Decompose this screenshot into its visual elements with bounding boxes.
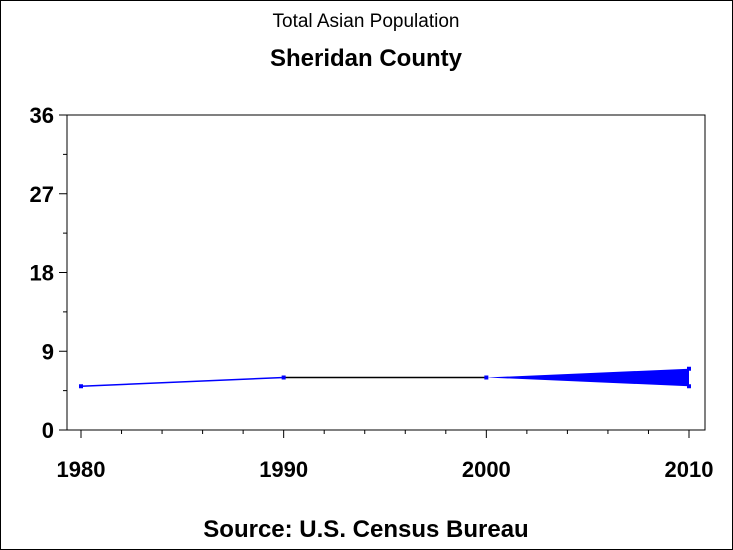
- data-point-high: [687, 366, 691, 371]
- data-point-low: [687, 384, 691, 389]
- y-tick-label: 0: [42, 418, 54, 443]
- y-tick-label: 36: [30, 103, 54, 128]
- x-tick-label: 2010: [665, 457, 714, 482]
- chart-subtitle: Sheridan County: [270, 45, 463, 72]
- y-tick-label: 9: [42, 339, 54, 364]
- range-fan: [486, 368, 689, 387]
- source-footnote: Source: U.S. Census Bureau: [203, 516, 528, 543]
- y-tick-label: 18: [30, 261, 54, 286]
- data-point: [79, 384, 83, 389]
- y-tick-label: 27: [30, 182, 54, 207]
- x-tick-label: 1980: [57, 457, 106, 482]
- chart-title: Total Asian Population: [273, 11, 460, 32]
- x-tick-label: 1990: [259, 457, 308, 482]
- series-segment: [80, 376, 284, 387]
- data-point: [281, 375, 286, 380]
- data-point: [484, 375, 489, 380]
- x-tick-label: 2000: [462, 457, 511, 482]
